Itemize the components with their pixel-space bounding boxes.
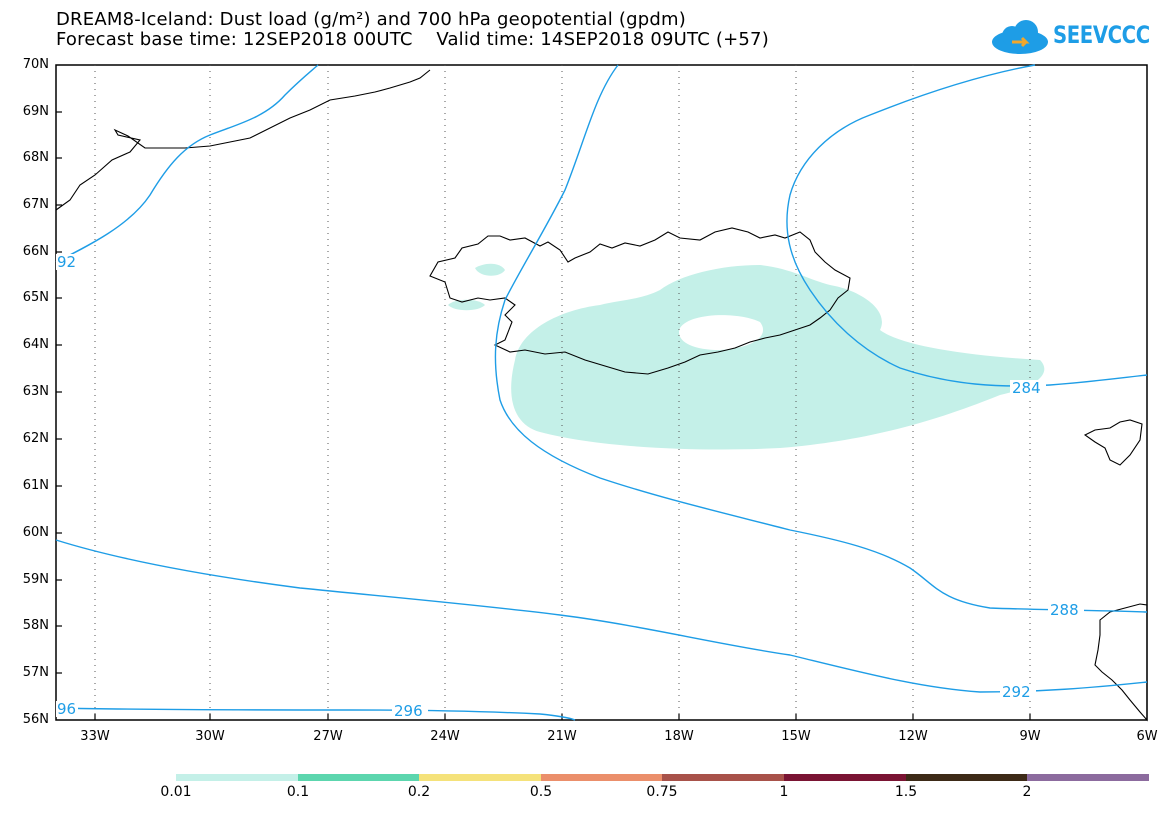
- lat-label: 58N: [22, 618, 49, 633]
- colorbar-segment: [176, 774, 298, 781]
- colorbar-segment: [905, 774, 1028, 781]
- colorbar-label: 1: [779, 784, 789, 800]
- dust-area: [511, 265, 1045, 450]
- coastlines: [55, 69, 1148, 722]
- geopotential-contours: [55, 64, 1148, 721]
- chart-title: DREAM8-Iceland: Dust load (g/m²) and 700…: [56, 9, 686, 30]
- lat-label: 63N: [22, 384, 49, 399]
- lat-label: 60N: [22, 525, 49, 540]
- colorbar-segment: [662, 774, 785, 781]
- faroe-coast: [1083, 419, 1143, 466]
- colorbar-label: 0.1: [286, 784, 310, 800]
- lon-label: 6W: [1136, 729, 1158, 744]
- colorbar-label: 0.75: [646, 784, 678, 800]
- lat-label: 57N: [22, 665, 49, 680]
- dust-area-west: [448, 299, 485, 311]
- ticks: [56, 111, 1031, 720]
- lon-label: 18W: [664, 729, 694, 744]
- iceland-coast: [429, 227, 851, 375]
- lat-label: 61N: [22, 478, 49, 493]
- greenland-coast: [55, 69, 431, 211]
- seevccc-logo: [992, 20, 1048, 54]
- lon-label: 33W: [80, 729, 110, 744]
- logo-text: SEEVCCC: [1053, 21, 1150, 49]
- contour-284: [494, 64, 1148, 613]
- lat-label: 70N: [22, 57, 49, 72]
- lon-label: 30W: [195, 729, 225, 744]
- lat-label: 56N: [22, 712, 49, 727]
- colorbar-segment: [540, 774, 663, 781]
- contour-label-backgrounds: [56, 254, 1084, 719]
- cloud-icon: [992, 20, 1048, 54]
- lat-label: 66N: [22, 244, 49, 259]
- contour-292-north: [55, 64, 319, 263]
- colorbar-label: 0.01: [160, 784, 192, 800]
- dust-gap: [679, 315, 764, 350]
- colorbar-label: 1.5: [894, 784, 918, 800]
- colorbar-segment: [419, 774, 542, 781]
- contour-label: 96: [57, 700, 76, 718]
- dust-area-west-fjord: [475, 263, 505, 276]
- lon-label: 21W: [547, 729, 577, 744]
- lat-label: 69N: [22, 104, 49, 119]
- colorbar-label: 2: [1022, 784, 1032, 800]
- colorbar-segment: [784, 774, 906, 781]
- contour-label: 92: [57, 253, 76, 271]
- chart-subtitle-times: Forecast base time: 12SEP2018 00UTC Vali…: [56, 29, 769, 50]
- contour-label: 284: [1012, 379, 1041, 397]
- contour-label: 292: [1002, 683, 1031, 701]
- lon-label: 12W: [898, 729, 928, 744]
- lon-label: 27W: [313, 729, 343, 744]
- colorbar-segment: [297, 774, 420, 781]
- lon-label: 15W: [781, 729, 811, 744]
- colorbar-segment: [1027, 774, 1150, 781]
- lon-label: 9W: [1019, 729, 1041, 744]
- lat-label: 68N: [22, 150, 49, 165]
- colorbar-label: 0.2: [407, 784, 431, 800]
- contour-label: 296: [394, 702, 423, 720]
- contour-292: [55, 539, 1148, 693]
- lat-label: 59N: [22, 572, 49, 587]
- contour-labels: 92 284 288 292 96 296: [57, 253, 1079, 720]
- lon-label: 24W: [430, 729, 460, 744]
- lat-label: 64N: [22, 337, 49, 352]
- contour-label: 288: [1050, 601, 1079, 619]
- scotland-coast: [1094, 603, 1148, 722]
- lat-label: 67N: [22, 197, 49, 212]
- colorbar-label: 0.5: [529, 784, 553, 800]
- lat-label: 65N: [22, 290, 49, 305]
- contour-296: [55, 707, 576, 721]
- lat-label: 62N: [22, 431, 49, 446]
